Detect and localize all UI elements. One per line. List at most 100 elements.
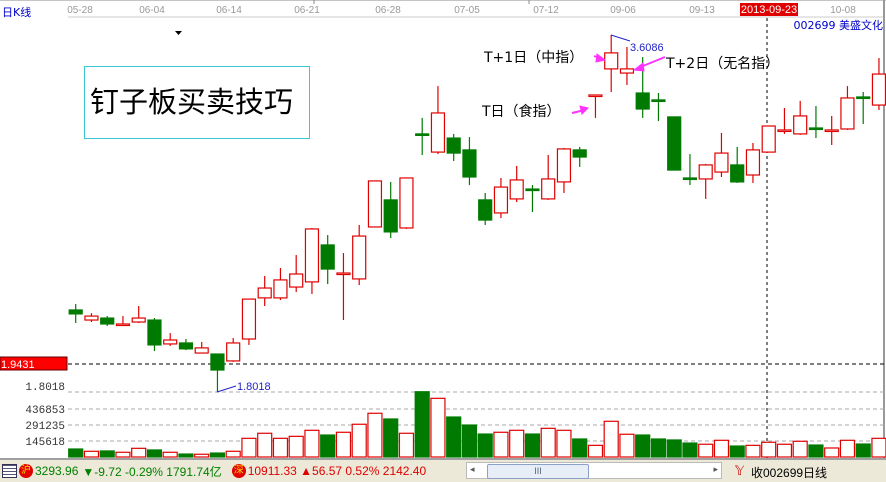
candle[interactable] bbox=[147, 318, 162, 352]
sh-index: 3293.96 bbox=[35, 464, 79, 478]
candle[interactable] bbox=[493, 177, 509, 219]
date-tick: 10-08 bbox=[830, 5, 856, 16]
candle[interactable] bbox=[210, 353, 225, 392]
scroll-left-icon[interactable]: ◂ bbox=[470, 464, 475, 474]
candle[interactable] bbox=[714, 132, 729, 177]
candle[interactable] bbox=[871, 58, 886, 110]
dropdown-arrow-icon[interactable] bbox=[175, 31, 182, 35]
date-tick: 06-28 bbox=[375, 5, 401, 16]
volume-bar bbox=[650, 438, 667, 458]
candle[interactable] bbox=[777, 108, 792, 134]
candle-body bbox=[320, 244, 335, 270]
candle[interactable] bbox=[415, 117, 430, 156]
candle[interactable] bbox=[226, 338, 241, 362]
candle[interactable] bbox=[761, 125, 776, 153]
volume-bars bbox=[68, 391, 886, 458]
date-axis: 05-28 06-04 06-14 06-21 06-28 07-05 07-12 09-06… bbox=[67, 5, 856, 16]
candle-body bbox=[84, 315, 99, 321]
volume-bar bbox=[351, 423, 367, 458]
calendar-icon[interactable] bbox=[2, 464, 17, 478]
candle[interactable] bbox=[84, 313, 99, 323]
candle[interactable] bbox=[572, 146, 587, 167]
candle[interactable] bbox=[604, 34, 619, 93]
sh-change: ▼-9.72 -0.29% 1791.74亿 bbox=[82, 464, 222, 479]
candle[interactable] bbox=[667, 116, 682, 171]
candle[interactable] bbox=[856, 92, 871, 125]
candle[interactable] bbox=[163, 333, 178, 346]
candle[interactable] bbox=[651, 93, 666, 122]
candle[interactable] bbox=[824, 115, 839, 145]
candle[interactable] bbox=[430, 86, 446, 155]
candle[interactable] bbox=[367, 180, 383, 228]
candle[interactable] bbox=[273, 268, 288, 301]
candle[interactable] bbox=[808, 106, 824, 139]
candle-body bbox=[478, 199, 493, 221]
period-label[interactable]: 日K线 bbox=[2, 5, 31, 19]
candle[interactable] bbox=[100, 316, 115, 326]
candle[interactable] bbox=[541, 155, 556, 200]
scroll-thumb[interactable]: III bbox=[487, 464, 589, 479]
candle[interactable] bbox=[320, 235, 335, 285]
candle-body bbox=[651, 99, 666, 103]
candle[interactable] bbox=[588, 94, 603, 118]
candle[interactable] bbox=[241, 298, 257, 345]
volume-bar bbox=[540, 427, 556, 458]
candle-body bbox=[761, 125, 776, 153]
candle[interactable] bbox=[289, 255, 304, 292]
candle[interactable] bbox=[178, 339, 194, 351]
scroll-right-icon[interactable]: ▸ bbox=[713, 464, 718, 474]
candle[interactable] bbox=[698, 163, 713, 199]
candle[interactable] bbox=[131, 306, 146, 323]
sz-market-icon[interactable]: 深 bbox=[231, 464, 246, 478]
date-tick: 06-21 bbox=[294, 5, 320, 16]
candle[interactable] bbox=[304, 227, 320, 294]
candle[interactable] bbox=[730, 146, 745, 183]
candle[interactable] bbox=[682, 154, 698, 186]
candle[interactable] bbox=[383, 181, 398, 239]
candle-body bbox=[619, 68, 635, 74]
antenna-icon: 𝕐 bbox=[735, 463, 745, 478]
volume-bar bbox=[115, 451, 131, 458]
candle[interactable] bbox=[336, 253, 351, 321]
volume-bar bbox=[509, 429, 525, 458]
horizontal-scrollbar[interactable]: ◂ III ▸ bbox=[466, 462, 722, 479]
candle-body bbox=[367, 180, 383, 228]
candle[interactable] bbox=[619, 46, 635, 85]
candle-body bbox=[824, 129, 839, 133]
arrow-t2-day-head-icon bbox=[632, 62, 645, 72]
candle-body bbox=[462, 149, 477, 178]
volume-bar bbox=[477, 433, 493, 458]
volume-bar bbox=[257, 432, 273, 458]
candle[interactable] bbox=[556, 147, 572, 193]
candle-body bbox=[635, 92, 650, 110]
status-bar: 沪 3293.96 ▼-9.72 -0.29% 1791.74亿 深 10911… bbox=[0, 458, 886, 482]
candle[interactable] bbox=[194, 341, 209, 354]
candle[interactable] bbox=[462, 137, 477, 186]
candle-body bbox=[115, 323, 131, 327]
selected-date: 2013-09-23 bbox=[741, 4, 797, 16]
candle-body bbox=[604, 52, 619, 70]
low-label-leader bbox=[216, 385, 237, 393]
annotation-arrows bbox=[571, 53, 666, 115]
candle[interactable] bbox=[352, 224, 367, 286]
candle[interactable] bbox=[115, 316, 131, 327]
candle[interactable] bbox=[793, 100, 808, 135]
candle[interactable] bbox=[478, 192, 493, 225]
volume-tick: 291235 bbox=[25, 421, 65, 433]
candle[interactable] bbox=[68, 304, 83, 323]
current-price-label: 1.9431 bbox=[1, 359, 35, 371]
candle[interactable] bbox=[509, 165, 524, 203]
candle-body bbox=[777, 129, 792, 133]
candle[interactable] bbox=[745, 142, 761, 183]
candle[interactable] bbox=[446, 133, 461, 161]
title-box: 钉子板买卖技巧 bbox=[84, 66, 310, 139]
candle[interactable] bbox=[525, 185, 540, 212]
volume-bar bbox=[414, 391, 430, 458]
t2-day-annotation: T+2日（无名指） bbox=[666, 56, 780, 72]
candle[interactable] bbox=[840, 86, 855, 130]
candle[interactable] bbox=[399, 177, 414, 229]
sh-market-icon[interactable]: 沪 bbox=[19, 464, 33, 478]
arrow-t-day-head-icon bbox=[579, 105, 589, 115]
candle[interactable] bbox=[257, 275, 272, 307]
